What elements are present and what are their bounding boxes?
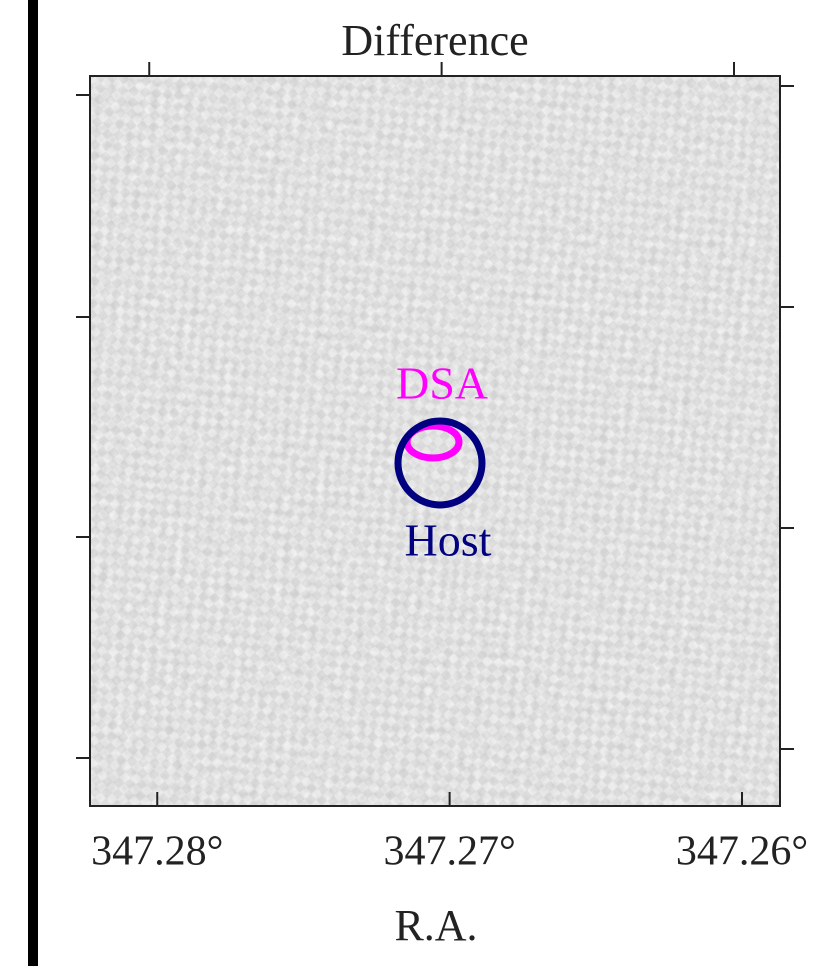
y-ticks (76, 85, 794, 759)
x-tick-label: 347.26° (676, 829, 808, 875)
image-texture (90, 76, 780, 806)
x-tick-label: 347.27° (383, 829, 515, 875)
edge-bar (28, 0, 38, 966)
host-marker (394, 417, 486, 509)
frame (89, 75, 781, 807)
x-axis-label: R.A. (394, 901, 477, 950)
chart-title: Difference (341, 16, 528, 65)
annotation: DSA (396, 358, 488, 409)
x-tick-label: 347.28° (91, 829, 223, 875)
annotation: Host (405, 515, 492, 566)
